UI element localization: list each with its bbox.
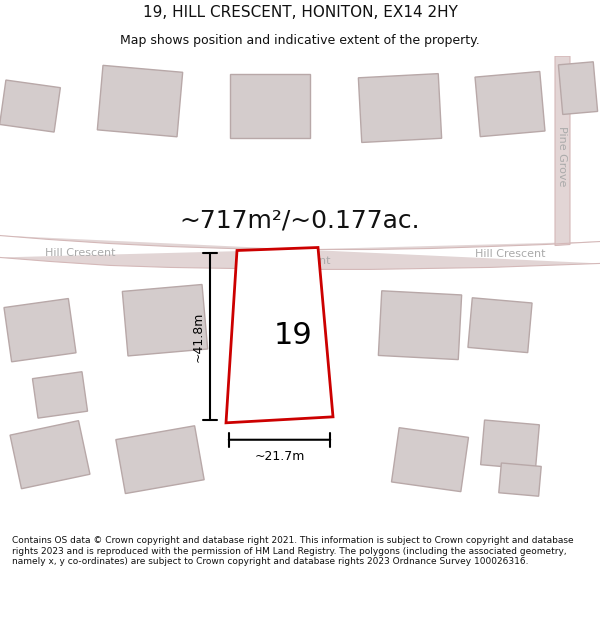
Polygon shape <box>10 421 90 489</box>
Polygon shape <box>97 66 182 137</box>
Text: Map shows position and indicative extent of the property.: Map shows position and indicative extent… <box>120 34 480 47</box>
Polygon shape <box>481 420 539 469</box>
Polygon shape <box>226 248 333 422</box>
Polygon shape <box>4 299 76 362</box>
Text: Hill Crescent: Hill Crescent <box>45 249 115 259</box>
Text: ~717m²/~0.177ac.: ~717m²/~0.177ac. <box>179 209 421 232</box>
Text: ~41.8m: ~41.8m <box>192 311 205 362</box>
Polygon shape <box>32 372 88 418</box>
Polygon shape <box>122 284 208 356</box>
Text: Contains OS data © Crown copyright and database right 2021. This information is : Contains OS data © Crown copyright and d… <box>12 536 574 566</box>
Polygon shape <box>0 236 600 269</box>
Text: ~21.7m: ~21.7m <box>254 450 305 462</box>
Polygon shape <box>555 56 570 246</box>
Polygon shape <box>379 291 461 359</box>
Text: Hill Crescent: Hill Crescent <box>475 249 545 259</box>
Polygon shape <box>116 426 204 494</box>
Text: 19: 19 <box>274 321 313 349</box>
Polygon shape <box>358 74 442 142</box>
Polygon shape <box>392 428 469 492</box>
Polygon shape <box>230 74 310 138</box>
Polygon shape <box>475 71 545 137</box>
Polygon shape <box>559 62 598 114</box>
Text: 19, HILL CRESCENT, HONITON, EX14 2HY: 19, HILL CRESCENT, HONITON, EX14 2HY <box>143 5 457 20</box>
Text: Pine Grove: Pine Grove <box>557 126 567 186</box>
Text: Hill Crescent: Hill Crescent <box>260 256 330 266</box>
Polygon shape <box>499 463 541 496</box>
Polygon shape <box>468 298 532 352</box>
Polygon shape <box>0 80 61 132</box>
